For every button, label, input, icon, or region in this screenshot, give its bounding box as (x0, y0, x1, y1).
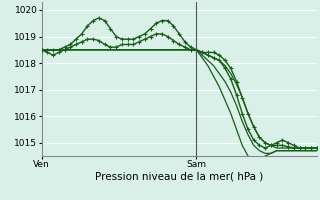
X-axis label: Pression niveau de la mer( hPa ): Pression niveau de la mer( hPa ) (95, 172, 263, 182)
